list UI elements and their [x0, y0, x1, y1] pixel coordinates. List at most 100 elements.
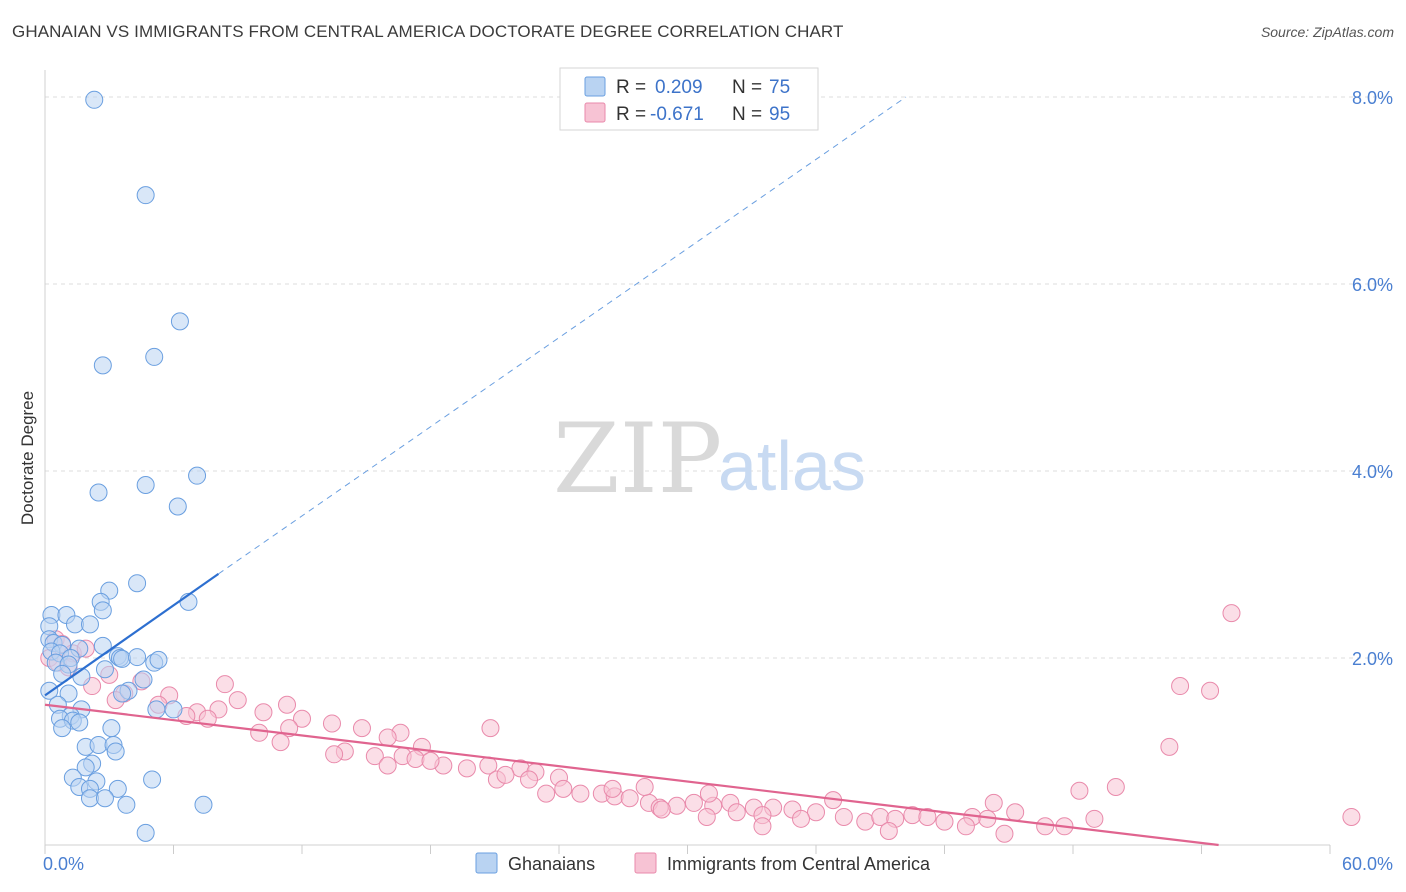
point-ghanaians — [128, 648, 147, 667]
point-central-america — [856, 812, 875, 831]
legend-n-label-ghanaians: N = — [732, 77, 762, 98]
trend-extension-ghanaians — [218, 96, 907, 575]
source-credit: Source: ZipAtlas.com — [1260, 24, 1394, 40]
y-tick-label-2: 2.0% — [1352, 649, 1393, 669]
legend-swatch-central-america — [584, 102, 606, 123]
point-central-america — [1085, 809, 1104, 828]
point-ghanaians — [164, 700, 183, 719]
point-ghanaians — [93, 356, 112, 375]
point-central-america — [215, 675, 234, 694]
series-central-america-points — [40, 604, 1361, 843]
point-central-america — [378, 756, 397, 775]
point-central-america — [278, 695, 297, 714]
point-central-america — [365, 747, 384, 766]
chart-title: GHANAIAN VS IMMIGRANTS FROM CENTRAL AMER… — [12, 22, 844, 41]
point-ghanaians — [106, 742, 125, 761]
point-central-america — [1070, 781, 1089, 800]
point-central-america — [378, 728, 397, 747]
point-central-america — [727, 803, 746, 822]
point-ghanaians — [113, 649, 132, 668]
point-ghanaians — [128, 574, 147, 593]
bottom-legend-label-ghanaians: Ghanaians — [508, 854, 595, 874]
point-central-america — [352, 719, 371, 738]
point-central-america — [1342, 807, 1361, 826]
point-ghanaians — [145, 347, 164, 366]
point-central-america — [1222, 604, 1241, 623]
point-central-america — [571, 784, 590, 803]
point-central-america — [667, 796, 686, 815]
point-ghanaians — [76, 758, 95, 777]
point-ghanaians — [95, 660, 114, 679]
point-ghanaians — [113, 684, 132, 703]
point-central-america — [271, 733, 290, 752]
point-central-america — [699, 784, 718, 803]
y-tick-label-6: 6.0% — [1352, 275, 1393, 295]
point-central-america — [792, 809, 811, 828]
series-ghanaians-points — [40, 90, 213, 842]
point-central-america — [984, 793, 1003, 812]
point-ghanaians — [70, 713, 89, 732]
point-central-america — [496, 765, 515, 784]
point-central-america — [935, 812, 954, 831]
point-ghanaians — [136, 823, 155, 842]
point-central-america — [1160, 737, 1179, 756]
watermark-zip: ZIP — [553, 403, 722, 515]
watermark: ZIP atlas — [553, 403, 866, 515]
point-ghanaians — [89, 735, 108, 754]
point-central-america — [537, 784, 556, 803]
point-ghanaians — [80, 789, 99, 808]
y-tick-label-8: 8.0% — [1352, 88, 1393, 108]
legend-swatch-ghanaians — [584, 76, 606, 97]
point-central-america — [293, 709, 311, 728]
point-central-america — [254, 703, 273, 722]
y-axis-label: Doctorate Degree — [18, 391, 37, 525]
point-ghanaians — [65, 615, 84, 634]
point-central-america — [918, 807, 937, 826]
point-ghanaians — [143, 770, 162, 789]
point-central-america — [753, 817, 772, 836]
point-central-america — [325, 745, 344, 764]
point-ghanaians — [136, 476, 155, 495]
point-ghanaians — [168, 497, 187, 516]
point-ghanaians — [80, 615, 99, 634]
point-ghanaians — [147, 700, 166, 719]
tick-labels: 2.0% 4.0% 6.0% 8.0% 0.0% 60.0% — [43, 88, 1393, 874]
point-ghanaians — [89, 483, 108, 502]
point-central-america — [481, 719, 500, 738]
point-ghanaians — [93, 601, 112, 620]
watermark-atlas: atlas — [718, 427, 866, 505]
point-ghanaians — [194, 795, 213, 814]
legend-r-label-ghanaians: R = — [616, 77, 646, 98]
point-central-america — [1171, 677, 1190, 696]
trend-line-ghanaians — [44, 572, 220, 697]
x-tick-label-max: 60.0% — [1342, 854, 1393, 874]
bottom-legend-swatch-central-america — [634, 852, 657, 874]
legend-n-ghanaians: 75 — [769, 77, 790, 98]
point-ghanaians — [134, 670, 153, 689]
point-ghanaians — [102, 719, 121, 738]
point-central-america — [956, 817, 975, 836]
point-central-america — [322, 714, 341, 733]
point-central-america — [620, 789, 639, 808]
point-central-america — [1036, 817, 1055, 836]
point-central-america — [1106, 778, 1125, 797]
point-central-america — [834, 807, 853, 826]
trend-line-central-america — [44, 703, 1219, 847]
legend-r-label-central-america: R = — [616, 104, 646, 125]
correlation-legend: R = 0.209 N = 75 R = -0.671 N = 95 — [559, 67, 819, 131]
point-central-america — [406, 749, 425, 768]
legend-r-ghanaians: 0.209 — [655, 77, 703, 98]
point-central-america — [652, 800, 671, 819]
x-tick-label-min: 0.0% — [43, 854, 84, 874]
point-central-america — [250, 723, 269, 742]
point-central-america — [457, 759, 476, 778]
point-central-america — [995, 824, 1014, 843]
point-ghanaians — [188, 466, 207, 485]
point-central-america — [807, 803, 825, 822]
y-tick-label-4: 4.0% — [1352, 462, 1393, 482]
legend-n-label-central-america: N = — [732, 104, 762, 125]
point-ghanaians — [53, 719, 72, 738]
trend-lines — [44, 96, 1219, 847]
point-central-america — [1201, 681, 1220, 700]
